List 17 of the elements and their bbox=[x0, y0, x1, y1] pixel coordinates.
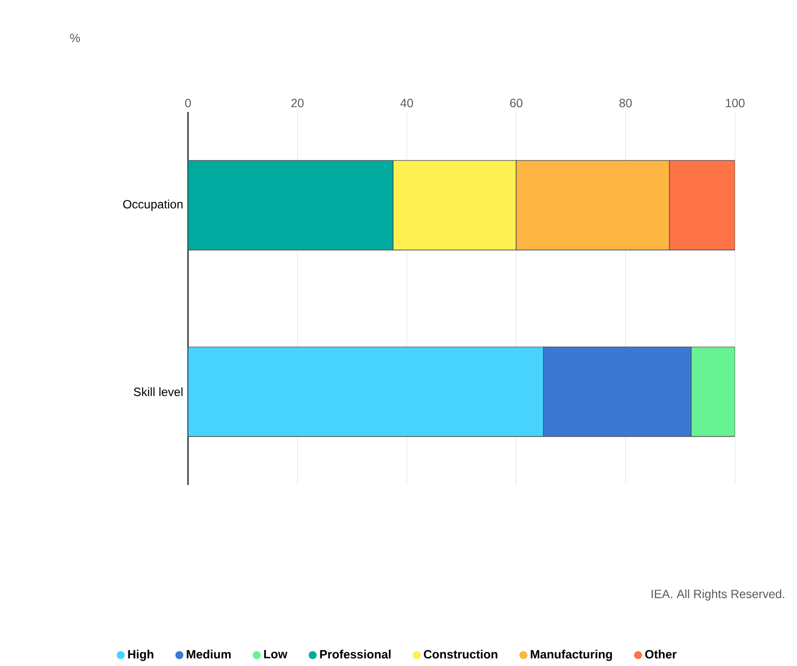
legend-label: Construction bbox=[424, 650, 498, 659]
text: IEA. All Rights Reserved. bbox=[652, 589, 784, 601]
legend-label: High bbox=[128, 650, 154, 661]
y-tick-label: Skill level bbox=[134, 387, 182, 396]
x-tick-label: 0 bbox=[185, 98, 191, 108]
legend-label: Low bbox=[264, 650, 288, 658]
legend-label: Other bbox=[645, 650, 677, 659]
legend-label: Medium bbox=[186, 650, 231, 659]
y-tick-label: Occupation bbox=[123, 200, 183, 211]
legend-label: Manufacturing bbox=[530, 650, 612, 661]
legend-label: Professional bbox=[320, 650, 391, 659]
x-tick-label: 20 bbox=[291, 98, 304, 108]
x-tick-label: 100 bbox=[726, 98, 745, 108]
text: % bbox=[70, 34, 80, 42]
x-tick-label: 60 bbox=[510, 98, 522, 108]
x-tick-label: 80 bbox=[619, 98, 632, 108]
x-tick-label: 40 bbox=[400, 98, 414, 108]
